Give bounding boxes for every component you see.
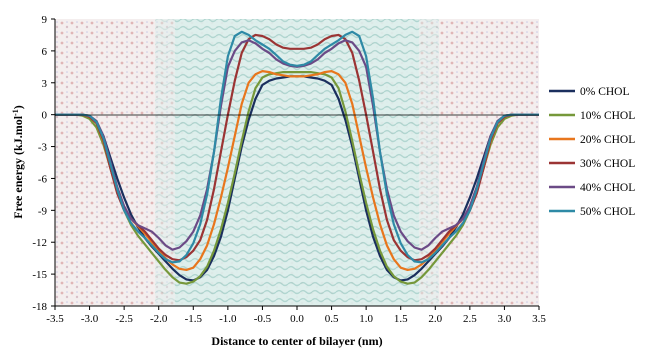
x-tick-label: -2.5 (115, 313, 133, 325)
y-tick-label: 6 (42, 46, 48, 58)
x-tick-label: -3.5 (46, 313, 64, 325)
y-axis-title-main: Free energy (kJ.mol (11, 115, 25, 218)
series-layer (55, 30, 539, 285)
legend-label: 0% CHOL (580, 86, 630, 98)
x-tick-label: 1.5 (394, 313, 408, 325)
x-tick-label: 0.0 (290, 313, 304, 325)
y-axis-title: Free energy (kJ.mol-1) (11, 105, 25, 218)
x-tick-label: 2.5 (463, 313, 477, 325)
legend-label: 10% CHOL (580, 110, 635, 122)
x-tick-label: 2.0 (428, 313, 442, 325)
legend-label: 50% CHOL (580, 206, 635, 218)
x-tick-label: -2.0 (150, 313, 168, 325)
x-tick-label: 3.5 (532, 313, 546, 325)
y-tick-label: 3 (42, 78, 48, 90)
y-axis-title-end: ) (11, 105, 25, 109)
y-tick-label: -6 (38, 173, 48, 185)
x-tick-label: -3.0 (81, 313, 99, 325)
y-tick-label: 9 (42, 14, 48, 26)
y-tick-label: 0 (42, 110, 48, 122)
y-tick-label: -12 (32, 237, 47, 249)
x-tick-label: 1.0 (359, 313, 373, 325)
x-axis-title: Distance to center of bilayer (nm) (211, 334, 382, 348)
x-tick-label: -0.5 (254, 313, 272, 325)
series-line-1 (55, 71, 539, 285)
x-tick-label: -1.5 (185, 313, 203, 325)
y-tick-label: -9 (38, 205, 48, 217)
legend-label: 40% CHOL (580, 182, 635, 194)
x-tick-label: 0.5 (325, 313, 339, 325)
legend-label: 30% CHOL (580, 158, 635, 170)
legend: 0% CHOL 10% CHOL 20% CHOL 30% CHOL 40% CHOL 5… (549, 86, 635, 218)
x-tick-label: 3.0 (498, 313, 512, 325)
y-tick-label: -15 (32, 269, 47, 281)
y-ticks: -18 -15 -12 -9 -6 -3 0 3 6 9 (32, 14, 55, 313)
x-tick-label: -1.0 (219, 313, 237, 325)
y-tick-label: -3 (38, 142, 48, 154)
y-axis-title-sup: -1 (11, 109, 20, 116)
legend-label: 20% CHOL (580, 134, 635, 146)
x-ticks: -3.5 -3.0 -2.5 -2.0 -1.5 -1.0 -0.5 0.0 0.5 1.0 1.5… (46, 306, 546, 325)
y-tick-label: -18 (32, 301, 47, 313)
series-line-5 (55, 30, 539, 264)
membrane-background (55, 19, 539, 306)
